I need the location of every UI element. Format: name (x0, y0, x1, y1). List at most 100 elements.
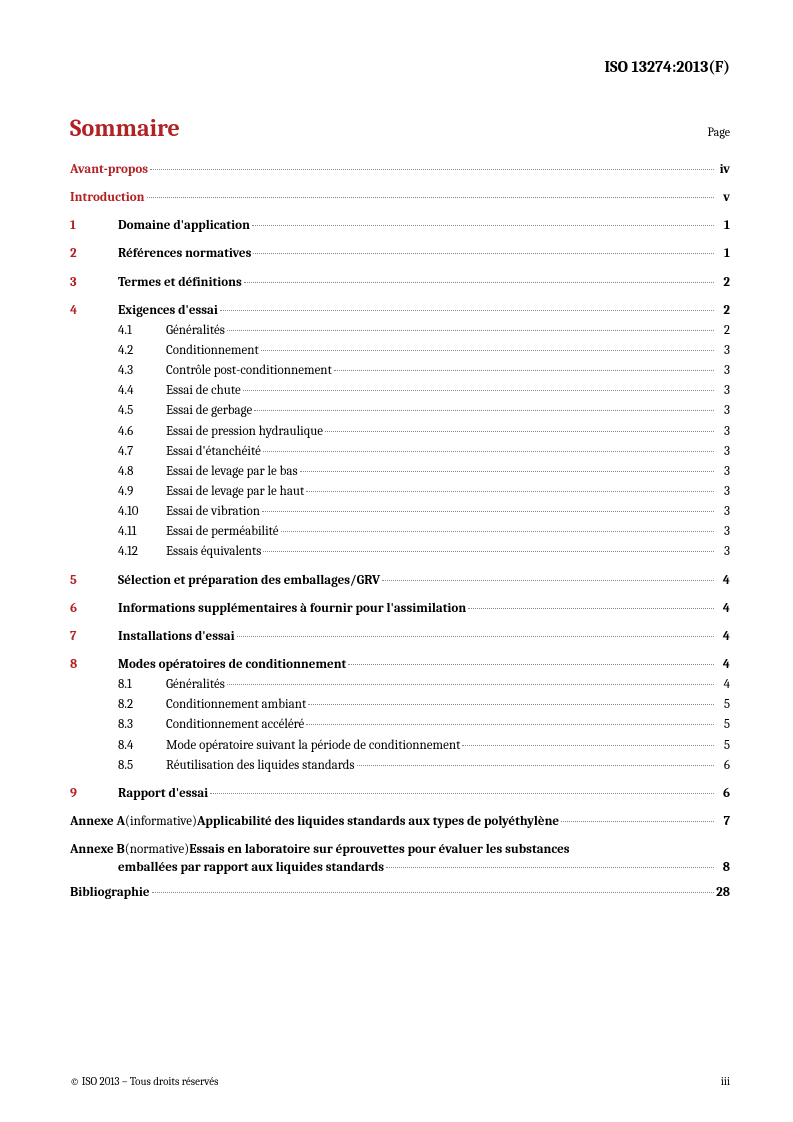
toc-section-entry: 6Informations supplémentaires à fournir … (70, 599, 730, 619)
dot-leader (150, 169, 714, 170)
toc-section-label: Domaine d'application (118, 216, 250, 236)
toc-subsection-number: 4.8 (118, 462, 166, 482)
dot-leader (237, 636, 714, 637)
toc-annex-a: Annexe A (informative) Applicabilité des… (70, 812, 730, 832)
toc-section-number: 2 (70, 244, 118, 264)
annex-page: 8 (716, 860, 730, 875)
page-column-label: Page (708, 125, 730, 139)
toc-bibliography: Bibliographie28 (70, 883, 730, 903)
toc-subsection-label: Contrôle post-conditionnement (166, 361, 332, 381)
toc-section-number: 6 (70, 599, 118, 619)
toc-section-number: 4 (70, 301, 118, 321)
toc-subsection-label: Conditionnement ambiant (166, 695, 306, 715)
toc-section-number: 8 (70, 655, 118, 675)
toc-annex-b-line2: emballées par rapport aux liquides stand… (118, 860, 730, 875)
annex-title: Applicabilité des liquides standards aux… (197, 812, 559, 832)
toc-annex-b: Annexe B (normative) Essais en laboratoi… (70, 840, 730, 875)
toc-front-entry: Avant-proposiv (70, 160, 730, 180)
annex-title-line2: emballées par rapport aux liquides stand… (118, 860, 384, 875)
toc-subsection-entry: 4.1Généralités2 (70, 321, 730, 341)
toc-subsection-number: 4.2 (118, 341, 166, 361)
dot-leader (334, 370, 714, 371)
toc-entry-label: Avant-propos (70, 160, 148, 180)
toc-section-entry: 9Rapport d'essai6 (70, 784, 730, 804)
toc-subsection-entry: 4.10Essai de vibration3 (70, 502, 730, 522)
dot-leader (227, 684, 714, 685)
toc-subsection-entry: 4.7Essai d'étanchéité3 (70, 442, 730, 462)
toc-subsection-page: 3 (716, 381, 730, 401)
toc-subsection-page: 3 (716, 482, 730, 502)
toc-subsection-label: Réutilisation des liquides standards (166, 756, 355, 776)
toc-section-number: 9 (70, 784, 118, 804)
annex-prefix: Annexe A (70, 812, 125, 832)
toc-subsection-number: 8.1 (118, 675, 166, 695)
toc-subsection-entry: 4.4Essai de chute 3 (70, 381, 730, 401)
dot-leader (300, 471, 714, 472)
dot-leader (263, 551, 714, 552)
dot-leader (147, 197, 714, 198)
dot-leader (357, 765, 714, 766)
title-row: Sommaire Page (70, 114, 730, 142)
dot-leader (462, 745, 714, 746)
toc-subsection-number: 4.9 (118, 482, 166, 502)
toc-subsection-page: 3 (716, 422, 730, 442)
dot-leader (253, 253, 714, 254)
toc-subsection-page: 3 (716, 401, 730, 421)
toc-section-number: 7 (70, 627, 118, 647)
toc-subsection-entry: 4.6Essai de pression hydraulique3 (70, 422, 730, 442)
toc-subsection-number: 4.4 (118, 381, 166, 401)
dot-leader (244, 282, 714, 283)
toc-subsection-label: Essai de vibration (166, 502, 260, 522)
toc-section-page: 4 (716, 627, 730, 647)
toc-subsection-entry: 8.4Mode opératoire suivant la période de… (70, 736, 730, 756)
dot-leader (306, 724, 714, 725)
toc-section-entry: 5Sélection et préparation des emballages… (70, 571, 730, 591)
toc-section-label: Sélection et préparation des emballages/… (118, 571, 380, 591)
dot-leader (220, 310, 714, 311)
toc-subsection-label: Conditionnement accéléré (166, 715, 304, 735)
toc-subsection-label: Mode opératoire suivant la période de co… (166, 736, 460, 756)
dot-leader (261, 350, 714, 351)
annex-prefix: Annexe B (70, 840, 125, 860)
annex-paren: (normative) (125, 840, 189, 860)
toc-subsection-label: Essai de levage par le bas (166, 462, 298, 482)
toc-entry-label: Introduction (70, 188, 145, 208)
toc-subsection-entry: 4.8Essai de levage par le bas3 (70, 462, 730, 482)
toc-biblio-page: 28 (716, 883, 730, 903)
toc-subsection-label: Essai de gerbage (166, 401, 252, 421)
dot-leader (281, 531, 714, 532)
toc-subsection-number: 4.12 (118, 542, 166, 562)
dot-leader (386, 867, 714, 868)
toc-section-page: 4 (716, 571, 730, 591)
toc-subsection-page: 5 (716, 736, 730, 756)
toc-section-entry: 3Termes et définitions2 (70, 273, 730, 293)
toc-subsection-number: 4.5 (118, 401, 166, 421)
toc-section-page: 6 (716, 784, 730, 804)
copyright-text: © ISO 2013 – Tous droits réservés (70, 1075, 218, 1088)
table-of-contents: Avant-proposivIntroductionv1Domaine d'ap… (70, 160, 730, 903)
toc-subsection-page: 3 (716, 442, 730, 462)
dot-leader (561, 821, 714, 822)
dot-leader (468, 608, 714, 609)
toc-subsection-entry: 8.5Réutilisation des liquides standards6 (70, 756, 730, 776)
toc-subsection-label: Essai de chute (166, 381, 241, 401)
toc-title: Sommaire (70, 114, 180, 142)
toc-section-entry: 8Modes opératoires de conditionnement4 (70, 655, 730, 675)
toc-section-page: 2 (716, 273, 730, 293)
toc-section-page: 4 (716, 655, 730, 675)
annex-paren: (informative) (125, 812, 197, 832)
toc-subsection-number: 4.10 (118, 502, 166, 522)
toc-subsection-entry: 4.2Conditionnement3 (70, 341, 730, 361)
toc-subsection-number: 8.2 (118, 695, 166, 715)
dot-leader (306, 491, 714, 492)
toc-section-number: 5 (70, 571, 118, 591)
dot-leader (243, 390, 714, 391)
annex-page: 7 (716, 812, 730, 832)
toc-section-page: 2 (716, 301, 730, 321)
toc-section-page: 4 (716, 599, 730, 619)
toc-subsection-number: 4.11 (118, 522, 166, 542)
toc-subsection-entry: 8.3Conditionnement accéléré5 (70, 715, 730, 735)
toc-subsection-page: 2 (716, 321, 730, 341)
dot-leader (254, 410, 714, 411)
dot-leader (152, 892, 714, 893)
